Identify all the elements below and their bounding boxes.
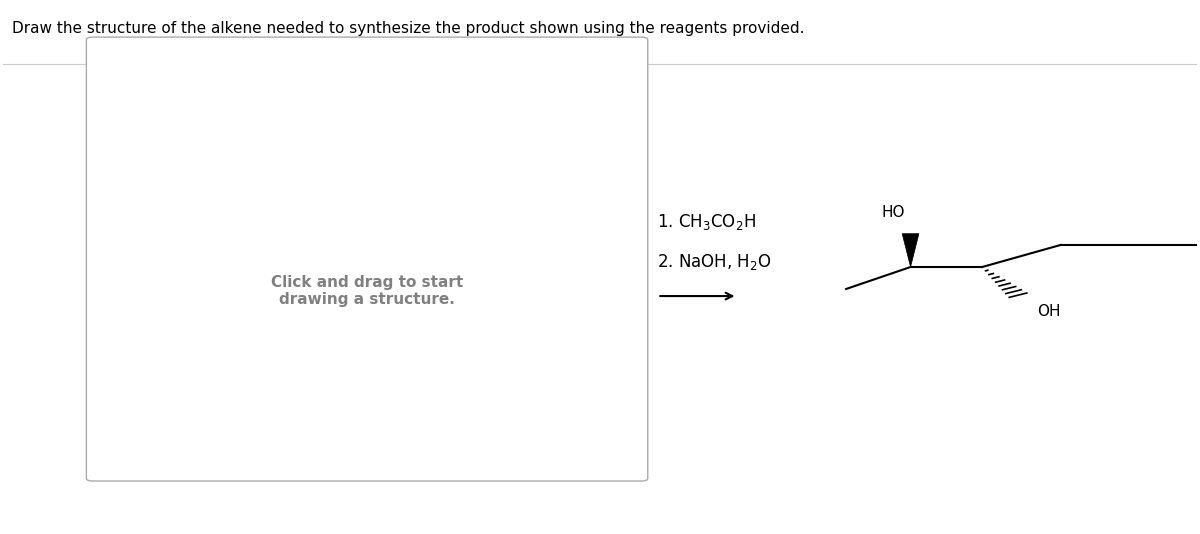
- FancyBboxPatch shape: [86, 37, 648, 481]
- Polygon shape: [902, 234, 919, 267]
- Text: 1. CH$_3$CO$_2$H: 1. CH$_3$CO$_2$H: [658, 212, 756, 232]
- Text: Click and drag to start
drawing a structure.: Click and drag to start drawing a struct…: [271, 274, 463, 307]
- Text: 2. NaOH, H$_2$O: 2. NaOH, H$_2$O: [658, 252, 772, 272]
- Text: OH: OH: [1037, 304, 1061, 319]
- Text: HO: HO: [881, 206, 905, 221]
- Text: Draw the structure of the alkene needed to synthesize the product shown using th: Draw the structure of the alkene needed …: [12, 21, 805, 36]
